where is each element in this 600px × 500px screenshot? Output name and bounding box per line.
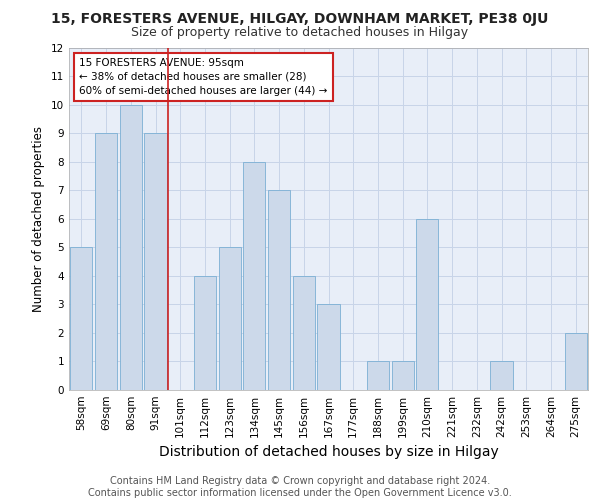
Bar: [145, 133, 167, 390]
Bar: [243, 162, 265, 390]
Text: Contains HM Land Registry data © Crown copyright and database right 2024.
Contai: Contains HM Land Registry data © Crown c…: [88, 476, 512, 498]
Text: 15, FORESTERS AVENUE, HILGAY, DOWNHAM MARKET, PE38 0JU: 15, FORESTERS AVENUE, HILGAY, DOWNHAM MA…: [52, 12, 548, 26]
X-axis label: Distribution of detached houses by size in Hilgay: Distribution of detached houses by size …: [158, 446, 499, 460]
Bar: [268, 190, 290, 390]
Bar: [565, 333, 587, 390]
Bar: [490, 362, 512, 390]
Bar: [70, 248, 92, 390]
Bar: [95, 133, 117, 390]
Bar: [317, 304, 340, 390]
Bar: [293, 276, 315, 390]
Text: Size of property relative to detached houses in Hilgay: Size of property relative to detached ho…: [131, 26, 469, 39]
Y-axis label: Number of detached properties: Number of detached properties: [32, 126, 46, 312]
Bar: [119, 104, 142, 390]
Bar: [367, 362, 389, 390]
Bar: [194, 276, 216, 390]
Bar: [416, 219, 439, 390]
Text: 15 FORESTERS AVENUE: 95sqm
← 38% of detached houses are smaller (28)
60% of semi: 15 FORESTERS AVENUE: 95sqm ← 38% of deta…: [79, 58, 328, 96]
Bar: [392, 362, 414, 390]
Bar: [218, 248, 241, 390]
